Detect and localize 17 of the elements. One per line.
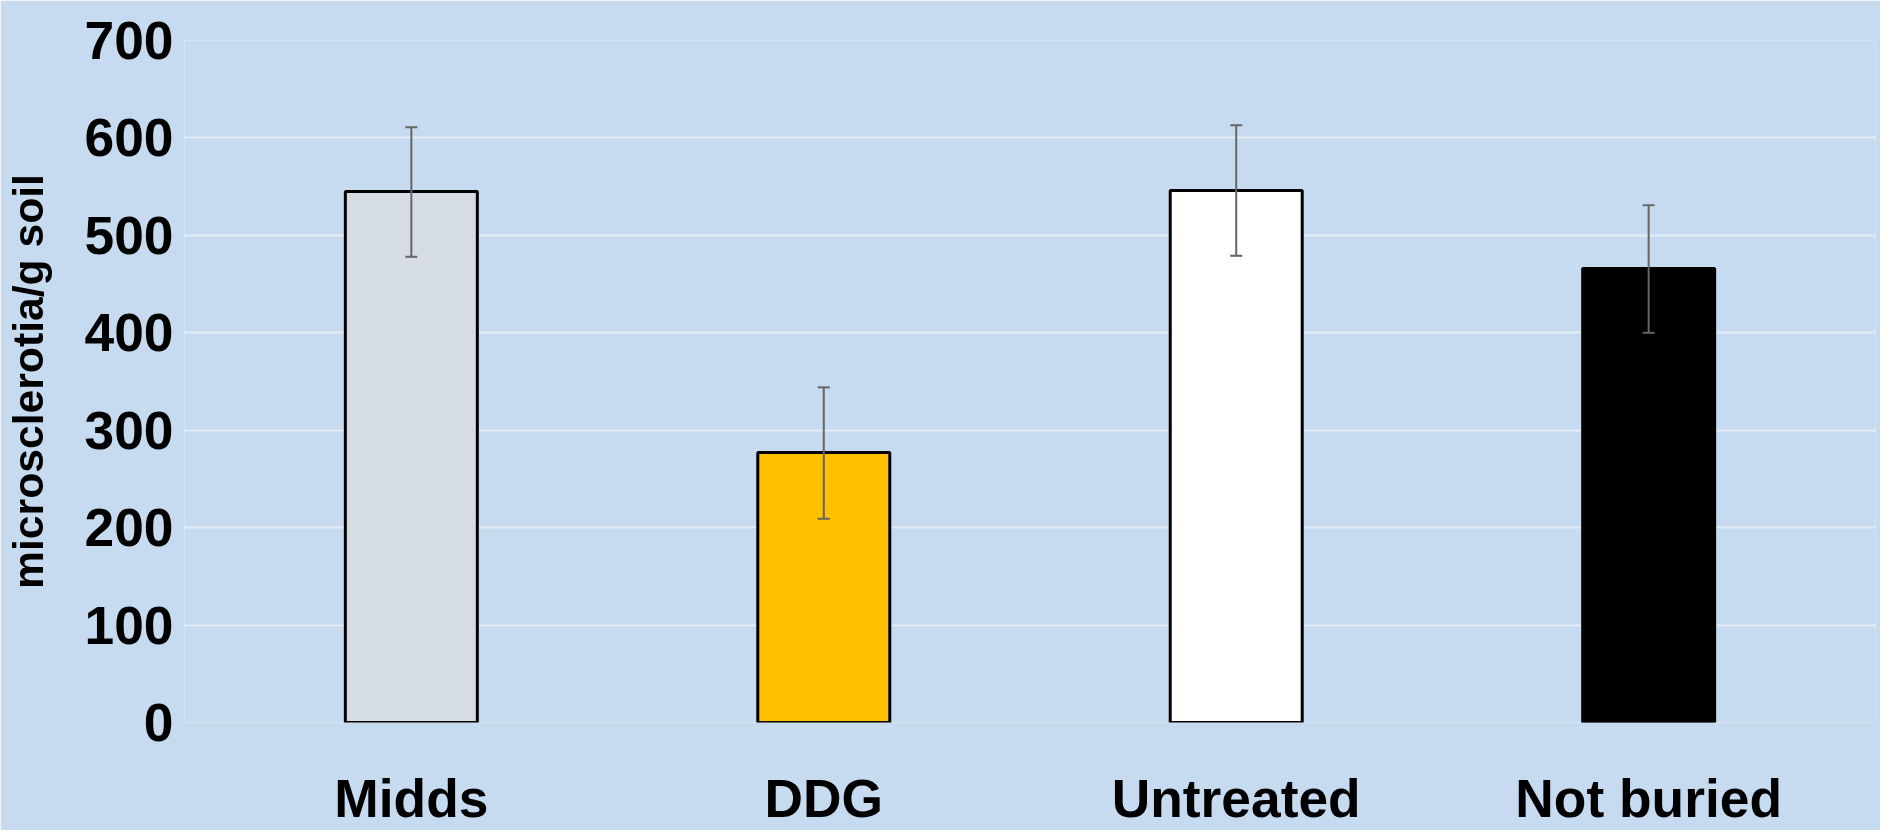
y-tick-label: 400	[84, 303, 174, 363]
x-tick-label: Not buried	[1515, 768, 1782, 828]
bar	[1581, 266, 1717, 723]
bar	[343, 190, 479, 723]
y-tick-label: 600	[84, 108, 174, 168]
y-tick-label: 700	[84, 11, 174, 70]
x-tick-label: Untreated	[1111, 768, 1361, 828]
bar	[756, 451, 892, 723]
y-axis-title: microsclerotia/g soil	[3, 174, 52, 589]
bar	[1168, 189, 1304, 723]
y-tick-label: 100	[84, 595, 174, 655]
x-tick-label: DDG	[764, 768, 884, 828]
x-tick-label: Midds	[334, 768, 489, 828]
y-tick-label: 500	[84, 205, 174, 265]
y-tick-label: 300	[84, 400, 174, 460]
y-tick-label: 0	[143, 693, 174, 752]
y-tick-label: 200	[84, 498, 174, 558]
